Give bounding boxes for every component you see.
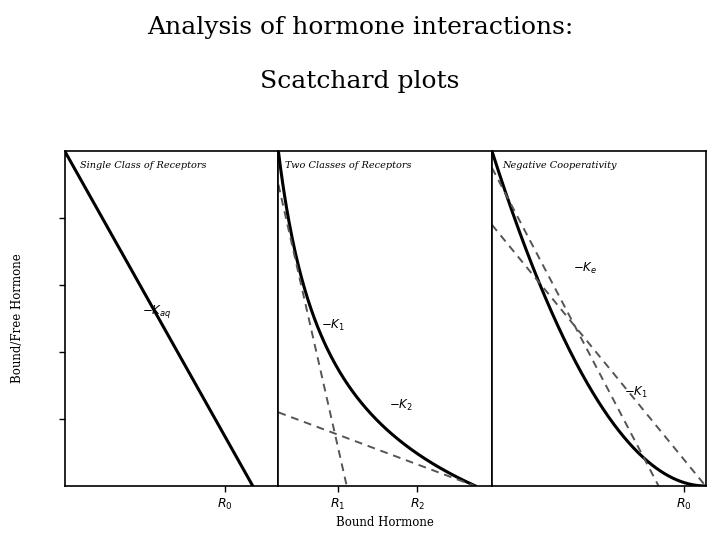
Text: Negative Cooperativity: Negative Cooperativity xyxy=(503,161,617,170)
Text: $-K_{aq}$: $-K_{aq}$ xyxy=(142,303,171,320)
Text: $-K_e$: $-K_e$ xyxy=(573,261,598,276)
Text: Two Classes of Receptors: Two Classes of Receptors xyxy=(285,161,411,170)
Text: Bound/Free Hormone: Bound/Free Hormone xyxy=(12,254,24,383)
Text: $-K_1$: $-K_1$ xyxy=(321,318,345,333)
Text: Single Class of Receptors: Single Class of Receptors xyxy=(80,161,206,170)
Text: Bound Hormone: Bound Hormone xyxy=(336,516,434,529)
Text: Analysis of hormone interactions:: Analysis of hormone interactions: xyxy=(147,16,573,39)
Text: $-K_1$: $-K_1$ xyxy=(624,384,649,400)
Text: Scatchard plots: Scatchard plots xyxy=(261,70,459,93)
Text: $-K_2$: $-K_2$ xyxy=(390,398,413,413)
